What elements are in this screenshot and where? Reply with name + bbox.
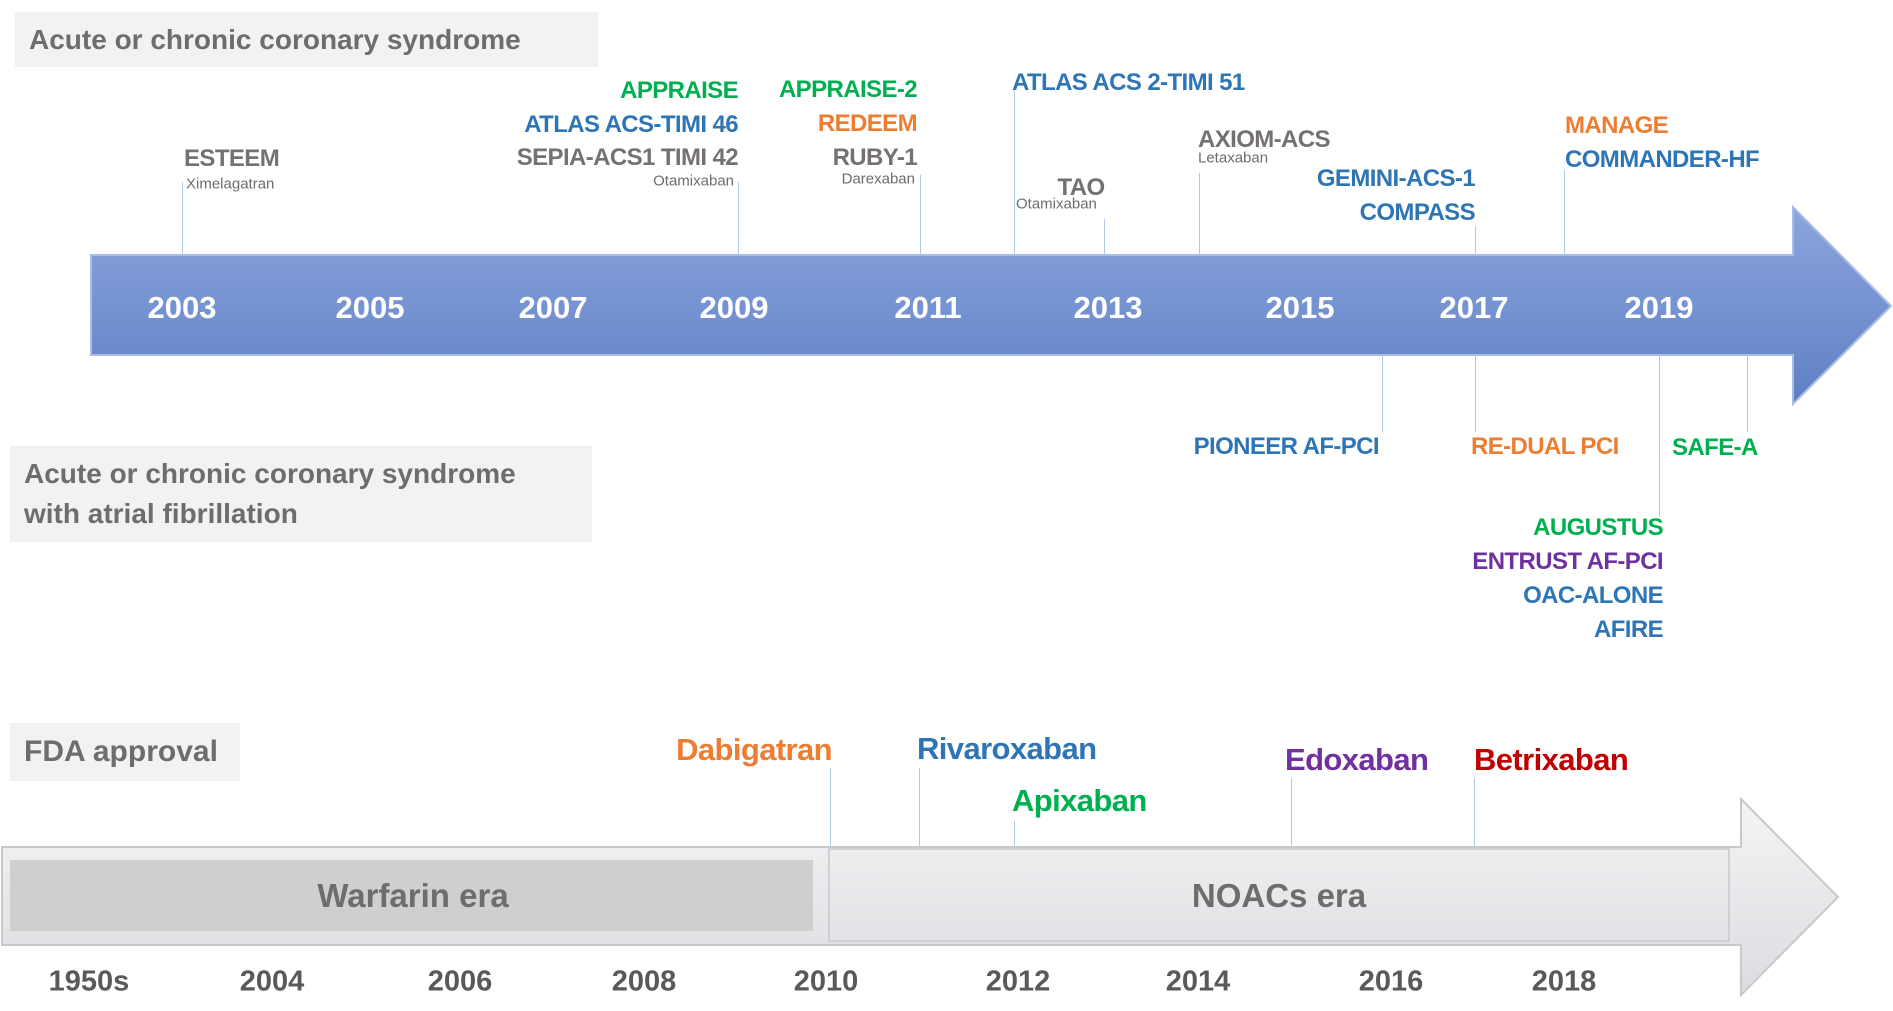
noacs-era-band — [828, 848, 1730, 942]
trial-label-compass: COMPASS — [1359, 199, 1476, 226]
year-label: 1950s — [48, 965, 130, 998]
connector-line — [1104, 219, 1105, 255]
connector-line — [1564, 170, 1565, 255]
trial-label-atlas-acs-timi-46: ATLAS ACS-TIMI 46 — [524, 111, 738, 138]
trial-label-ruby-1: RUBY-1 — [832, 144, 918, 171]
trial-label-tao: TAO — [1057, 174, 1105, 201]
top-timeline-arrow — [90, 204, 1893, 407]
year-label: 2019 — [1624, 290, 1694, 325]
connector-line — [1291, 778, 1292, 847]
fda-drug-apixaban: Apixaban — [1012, 783, 1147, 818]
year-label: 2008 — [611, 965, 677, 998]
year-label: 2016 — [1358, 965, 1424, 998]
connector-line — [1659, 355, 1660, 517]
connector-line — [1475, 355, 1476, 432]
trial-label-redeem: REDEEM — [817, 110, 918, 137]
connector-line — [830, 768, 831, 847]
year-label: 2003 — [147, 290, 217, 325]
fda-drug-dabigatran: Dabigatran — [676, 732, 833, 767]
fda-drug-edoxaban: Edoxaban — [1285, 742, 1429, 777]
trial-label-axiom-acs: AXIOM-ACS — [1198, 126, 1331, 153]
era-label-noacs: NOACs era — [1191, 877, 1367, 914]
trial-label-appraise-2: APPRAISE-2 — [778, 76, 918, 103]
connector-line — [182, 182, 183, 255]
year-label: 2017 — [1439, 290, 1509, 325]
year-label: 2012 — [985, 965, 1051, 998]
section-title-text: Acute or chronic coronary syndrome — [29, 23, 521, 55]
connector-line — [1014, 91, 1015, 255]
connector-line — [920, 175, 921, 255]
section-title-text: with atrial fibrillation — [24, 498, 298, 529]
trial-drug-label: Darexaban — [841, 170, 915, 188]
year-label: 2004 — [239, 965, 305, 998]
connector-line — [1199, 173, 1200, 255]
year-label: 2007 — [518, 290, 588, 325]
year-label: 2005 — [335, 290, 405, 325]
trial-drug-label: Letaxaban — [1198, 149, 1269, 167]
section-title-acs-af: Acute or chronic coronary syndrome with … — [10, 446, 592, 542]
connector-line — [1474, 778, 1475, 847]
warfarin-era-band — [10, 860, 813, 931]
trial-label-afire: AFIRE — [1593, 616, 1664, 643]
year-label: 2006 — [427, 965, 493, 998]
trial-drug-label: Otamixaban — [653, 172, 734, 190]
year-label: 2014 — [1165, 965, 1231, 998]
trial-label-esteem: ESTEEM — [184, 145, 280, 172]
connector-line — [1747, 355, 1748, 432]
trial-label-safe-a: SAFE-A — [1672, 434, 1758, 461]
year-label: 2011 — [894, 290, 962, 325]
trial-label-commander-hf: COMMANDER-HF — [1565, 146, 1760, 173]
fda-drug-betrixaban: Betrixaban — [1474, 742, 1629, 777]
bottom-timeline-arrow — [1, 796, 1840, 998]
trial-label-entrust-af-pci: ENTRUST AF-PCI — [1472, 548, 1663, 575]
trial-label-manage: MANAGE — [1565, 112, 1669, 139]
trial-label-oac-alone: OAC-ALONE — [1523, 582, 1664, 609]
section-title-text: FDA approval — [24, 735, 218, 768]
section-title-acs: Acute or chronic coronary syndrome — [15, 12, 598, 67]
era-label-warfarin: Warfarin era — [317, 877, 509, 914]
connector-line — [919, 768, 920, 847]
trial-label-gemini-acs-1: GEMINI-ACS-1 — [1316, 165, 1476, 192]
year-label: 2018 — [1531, 965, 1597, 998]
trial-label-appraise: APPRAISE — [620, 77, 739, 104]
connector-line — [1475, 226, 1476, 255]
trial-label-augustus: AUGUSTUS — [1533, 514, 1663, 541]
year-label: 2015 — [1265, 290, 1335, 325]
trial-drug-label: Otamixaban — [1016, 195, 1097, 213]
connector-line — [1382, 355, 1383, 432]
connector-line — [1014, 821, 1015, 847]
connector-line — [738, 182, 739, 255]
fda-drug-rivaroxaban: Rivaroxaban — [917, 731, 1097, 766]
section-title-text: Acute or chronic coronary syndrome — [24, 458, 516, 489]
section-title-fda: FDA approval — [10, 723, 240, 781]
trial-drug-label: Ximelagatran — [186, 175, 275, 193]
year-label: 2009 — [699, 290, 769, 325]
year-label: 2013 — [1073, 290, 1143, 325]
trial-label-atlas-acs-2-timi-51: ATLAS ACS 2-TIMI 51 — [1012, 69, 1245, 96]
trial-label-pioneer-af-pci: PIONEER AF-PCI — [1193, 433, 1380, 460]
trial-label-sepia-acs1-timi-42: SEPIA-ACS1 TIMI 42 — [516, 144, 739, 171]
trial-label-re-dual-pci: RE-DUAL PCI — [1471, 433, 1619, 460]
year-label: 2010 — [793, 965, 859, 998]
